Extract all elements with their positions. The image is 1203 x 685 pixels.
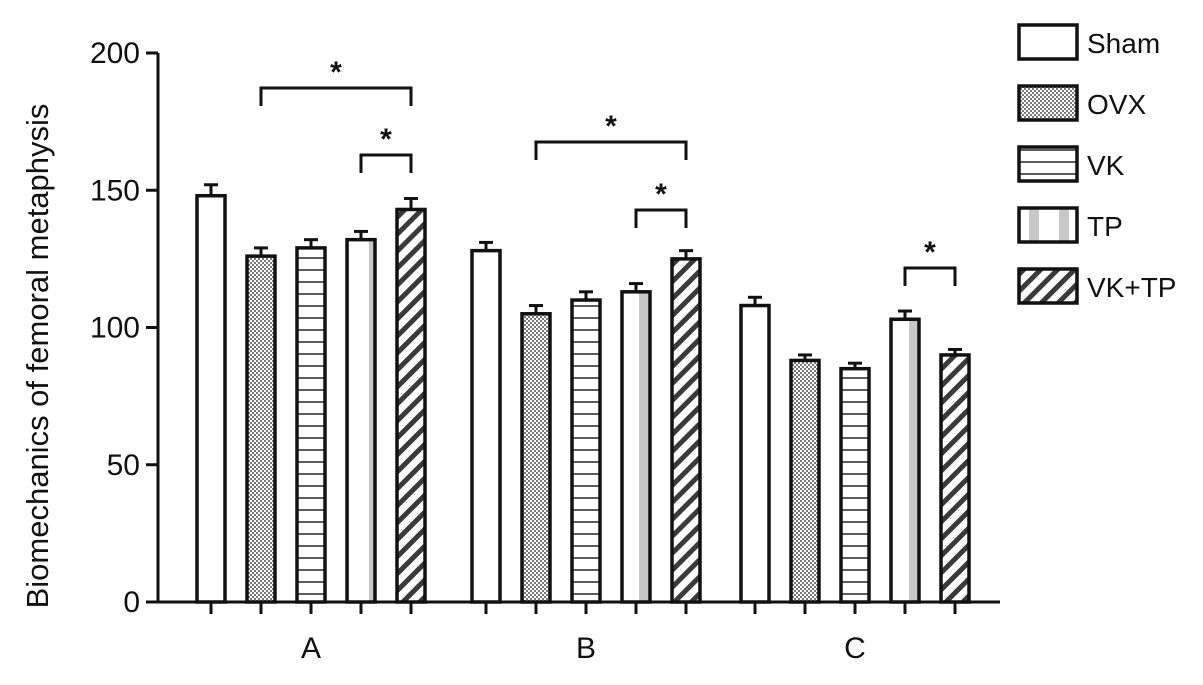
bars bbox=[195, 183, 971, 604]
significance-star: * bbox=[605, 110, 617, 143]
legend-label: Sham bbox=[1087, 28, 1160, 59]
legend-swatch-VK bbox=[1017, 145, 1079, 183]
y-tick-label: 150 bbox=[90, 174, 140, 207]
bar-C-VK+TP bbox=[939, 353, 971, 604]
legend-label: VK bbox=[1087, 150, 1125, 181]
bar-C-TP bbox=[889, 317, 921, 604]
y-tick-label: 100 bbox=[90, 312, 140, 345]
significance-bracket bbox=[903, 266, 957, 286]
legend: Sham OVX VK TP VK+TP bbox=[1017, 23, 1176, 305]
legend-label: VK+TP bbox=[1087, 272, 1176, 303]
significance-bracket bbox=[359, 153, 413, 173]
legend-swatch-TP bbox=[1017, 206, 1079, 244]
legend-swatch-OVX bbox=[1017, 84, 1079, 122]
significance-bracket bbox=[634, 208, 688, 228]
bar-C-OVX bbox=[789, 358, 821, 604]
y-tick-label: 50 bbox=[107, 449, 140, 482]
significance-star: * bbox=[655, 178, 667, 211]
x-tick-label: B bbox=[576, 632, 596, 665]
significance-brackets: * * * * * bbox=[259, 56, 957, 286]
x-tick-label: A bbox=[301, 632, 321, 665]
significance-star: * bbox=[330, 56, 342, 89]
legend-label: TP bbox=[1087, 211, 1123, 242]
significance-star: * bbox=[380, 123, 392, 156]
bar-B-OVX bbox=[520, 312, 552, 604]
significance-bracket bbox=[259, 86, 413, 106]
y-tick-label: 200 bbox=[90, 37, 140, 70]
bar-A-OVX bbox=[245, 254, 277, 604]
bar-A-TP bbox=[345, 237, 377, 604]
bar-A-VK+TP bbox=[395, 207, 427, 604]
bar-B-Sham bbox=[470, 248, 502, 604]
legend-swatch-VK+TP bbox=[1017, 267, 1079, 305]
y-axis-title: Biomechanics of femoral metaphysis bbox=[20, 104, 55, 609]
legend-label: OVX bbox=[1087, 89, 1146, 120]
bar-A-VK bbox=[295, 246, 327, 604]
bar-B-VK bbox=[570, 298, 602, 604]
significance-bracket bbox=[534, 140, 688, 160]
bar-B-VK+TP bbox=[670, 257, 702, 604]
significance-star: * bbox=[924, 236, 936, 269]
x-tick-label: C bbox=[844, 632, 866, 665]
bar-C-VK bbox=[839, 366, 871, 604]
bar-A-Sham bbox=[195, 193, 227, 604]
legend-swatch-Sham bbox=[1017, 23, 1079, 61]
y-tick-label: 0 bbox=[123, 586, 140, 619]
bar-C-Sham bbox=[739, 303, 771, 604]
bar-B-TP bbox=[620, 290, 652, 604]
